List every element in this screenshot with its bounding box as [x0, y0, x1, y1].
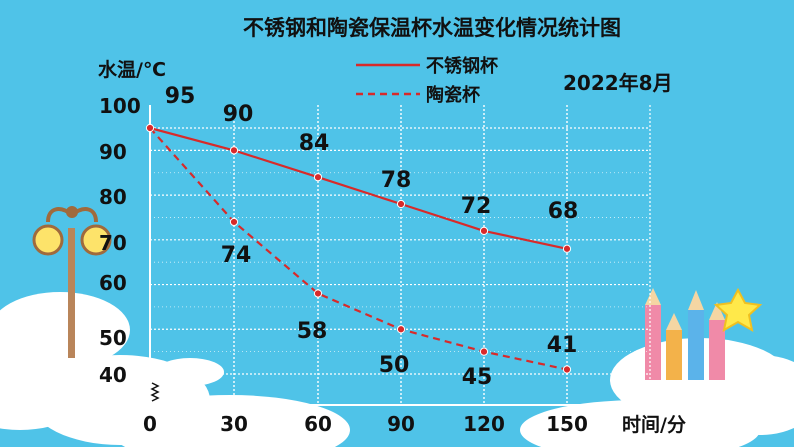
- x-tick-label: 0: [143, 412, 157, 436]
- series-line-stainless: [149, 126, 568, 250]
- data-label-ceramic: 45: [462, 365, 493, 390]
- data-point-ceramic: [479, 347, 489, 356]
- y-tick-label: 80: [99, 185, 127, 209]
- data-point-ceramic: [313, 289, 323, 298]
- data-label-stainless: 68: [548, 199, 579, 224]
- legend: 不锈钢杯 陶瓷杯: [356, 55, 499, 106]
- x-tick-label: 60: [304, 412, 332, 436]
- data-label-ceramic: 58: [297, 319, 328, 344]
- y-tick-label: 70: [99, 231, 127, 255]
- chart-date: 2022年8月: [563, 71, 673, 95]
- data-labels: 95 90 84 78 72 68 74 58 50 45 41: [165, 84, 579, 390]
- data-point-stainless: [145, 123, 155, 133]
- street-lamp-icon: [32, 206, 112, 358]
- data-label-ceramic: 74: [221, 243, 252, 268]
- data-label-stainless: 84: [299, 131, 330, 156]
- x-tick-label: 90: [387, 412, 415, 436]
- data-point-stainless: [229, 146, 239, 155]
- y-tick-label: 40: [99, 363, 127, 387]
- legend-label-ceramic: 陶瓷杯: [426, 84, 481, 106]
- y-tick-label: 100: [99, 94, 141, 118]
- data-points: [145, 123, 572, 374]
- data-label-stainless: 72: [461, 194, 492, 219]
- y-axis-label: 水温/℃: [98, 59, 166, 81]
- y-tick-labels: 100 90 80 70 60 50 40: [99, 94, 141, 387]
- y-tick-label: 60: [99, 271, 127, 295]
- data-label-ceramic: 41: [547, 333, 578, 358]
- data-label-stainless: 95: [165, 84, 196, 109]
- pencils-icon: [645, 288, 725, 380]
- data-point-ceramic: [229, 217, 239, 227]
- data-point-stainless: [313, 173, 323, 182]
- x-tick-label: 30: [220, 412, 248, 436]
- data-label-stainless: 90: [223, 102, 254, 127]
- data-point-stainless: [562, 244, 572, 253]
- star-icon: [713, 287, 763, 332]
- axis-break-icon: [150, 382, 160, 402]
- data-point-stainless: [479, 226, 489, 235]
- cloud-decoration-left: [0, 292, 350, 447]
- y-tick-label: 90: [99, 140, 127, 164]
- y-tick-label: 50: [99, 326, 127, 350]
- legend-label-stainless: 不锈钢杯: [426, 55, 499, 77]
- chart-title: 不锈钢和陶瓷保温杯水温变化情况统计图: [243, 16, 621, 40]
- x-tick-label: 150: [546, 412, 588, 436]
- x-tick-label: 120: [463, 412, 505, 436]
- x-axis-label: 时间/分: [622, 414, 686, 436]
- data-point-ceramic: [562, 365, 572, 374]
- data-label-ceramic: 50: [379, 353, 410, 378]
- series-lines: [149, 126, 568, 371]
- data-label-stainless: 78: [381, 168, 412, 193]
- data-point-ceramic: [396, 325, 406, 334]
- data-point-stainless: [396, 199, 406, 209]
- series-line-ceramic: [149, 127, 568, 371]
- x-tick-labels: 0 30 60 90 120 150: [143, 412, 588, 436]
